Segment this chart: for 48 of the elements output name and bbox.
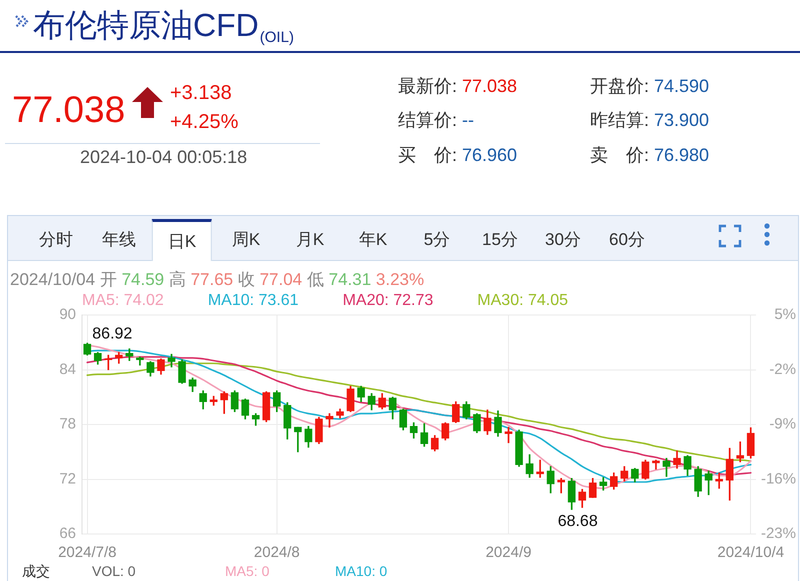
text: MA20: 72.73 <box>342 292 434 310</box>
text: 5分 <box>424 229 450 251</box>
candlestick <box>504 426 512 444</box>
x-tick-label: 2024/10/4 <box>717 544 784 562</box>
y-tick-label: 66 <box>59 525 76 542</box>
y-tick-label: 84 <box>59 360 76 378</box>
text: +4.25% <box>170 111 238 134</box>
chart-title: 布伦特原油CFD$_{(OIL)}$ <box>33 7 294 46</box>
candlestick <box>326 413 334 428</box>
y-tick-label: 78 <box>59 416 76 433</box>
y2-tick-label: 5% <box>774 306 796 324</box>
text: MA10: 73.61 <box>208 292 299 310</box>
text: MA5: 0 <box>225 563 270 580</box>
text: MA10: 0 <box>335 563 388 580</box>
text: 分时 <box>39 229 73 251</box>
y-tick-label: 90 <box>59 306 76 324</box>
text: MA30: 74.05 <box>477 292 568 310</box>
text: 年K <box>358 229 388 251</box>
annotation: 68.68 <box>558 512 598 530</box>
text: 开盘价: 74.590 <box>590 76 710 97</box>
text: 月K <box>296 229 324 251</box>
text: 年线 <box>102 229 136 251</box>
text: VOL: 0 <box>92 563 136 580</box>
text: +3.138 <box>170 82 232 105</box>
text: 昨结算: 73.900 <box>590 110 710 131</box>
text: 成交 <box>22 563 50 580</box>
y2-tick-label: -2% <box>769 360 796 378</box>
y2-tick-label: -16% <box>760 470 796 488</box>
text: 买 价: 76.960 <box>398 145 518 166</box>
text: 15分 <box>482 229 518 251</box>
text: 结算价: -- <box>398 110 474 131</box>
text: 60分 <box>609 229 645 251</box>
x-tick-label: 2024/8 <box>254 544 300 562</box>
text: 77.038 <box>12 89 126 132</box>
text: 30分 <box>545 229 581 251</box>
y2-tick-label: -23% <box>760 525 796 542</box>
x-tick-label: 2024/9 <box>486 544 532 562</box>
annotation: 86.92 <box>92 326 132 343</box>
text: 2024/10/04 开 74.59 高 77.65 收 77.04 低 74.31 3.23% <box>10 270 424 289</box>
text: 2024-10-04 00:05:18 <box>80 147 248 168</box>
tab[interactable]: 日K <box>152 219 212 261</box>
text: 周K <box>232 229 260 251</box>
text: MA5: 74.02 <box>82 292 164 310</box>
y-tick-label: 72 <box>59 470 76 488</box>
x-tick-label: 2024/7/8 <box>58 544 116 562</box>
text: 最新价: 77.038 <box>398 76 518 97</box>
text: 卖 价: 76.980 <box>590 145 710 166</box>
y2-tick-label: -9% <box>769 416 796 433</box>
